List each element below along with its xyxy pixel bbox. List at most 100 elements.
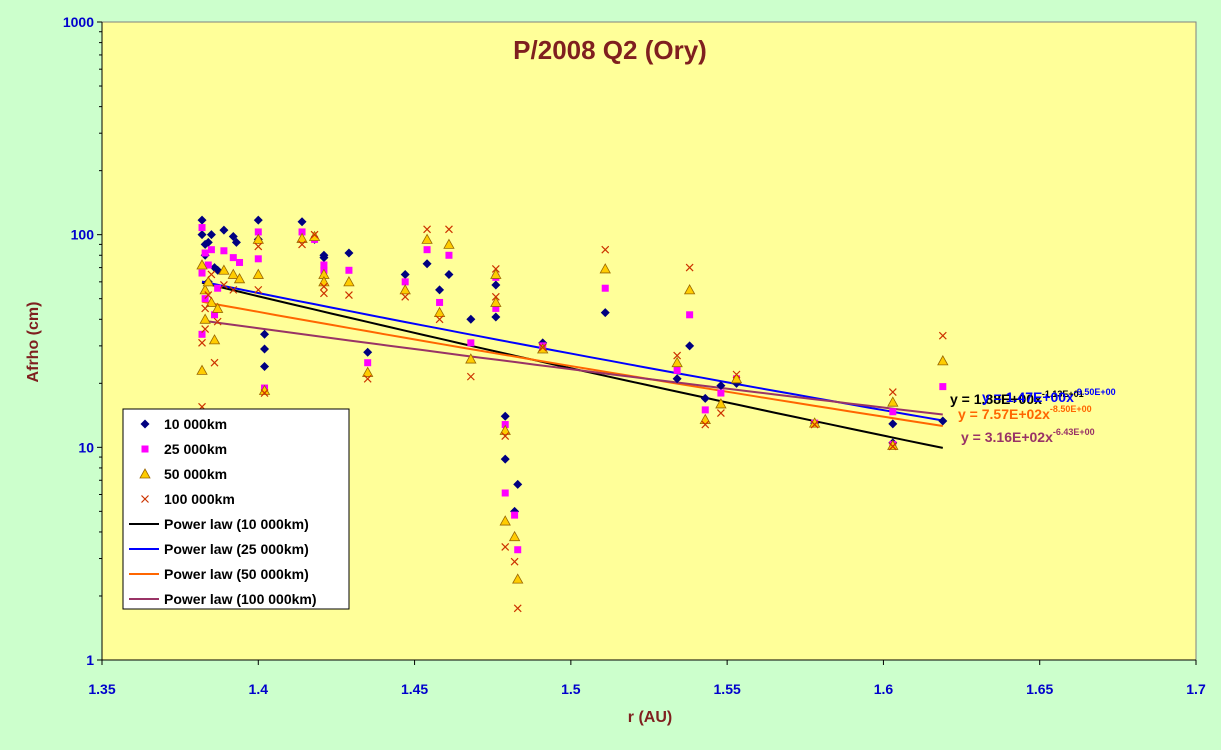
data-point: [501, 543, 510, 551]
data-point: [436, 298, 444, 306]
data-point: [320, 289, 328, 298]
fit-equation: y = 1.88E+00x-1.13E+01: [950, 389, 1084, 407]
data-point: [220, 247, 228, 255]
legend-label: Power law (100 000km): [164, 591, 317, 607]
data-point: [810, 420, 819, 429]
data-point: [196, 259, 208, 270]
data-point: [671, 356, 683, 368]
y-tick-label: 100: [71, 227, 95, 243]
fit-equation: y = 7.57E+02x-8.50E+00: [958, 404, 1092, 422]
data-point: [205, 296, 218, 307]
data-point: [252, 268, 264, 279]
data-point: [888, 442, 897, 451]
data-point: [260, 344, 270, 354]
data-point: [888, 419, 898, 429]
legend-label: 25 000km: [164, 441, 227, 457]
data-point: [254, 285, 263, 294]
data-point: [207, 270, 216, 279]
data-point: [201, 325, 210, 333]
data-point: [207, 246, 215, 254]
data-point: [401, 278, 409, 286]
legend-label: 10 000km: [164, 416, 227, 432]
data-point: [214, 284, 222, 292]
data-point: [467, 339, 475, 347]
data-point: [344, 248, 354, 258]
data-point: [219, 281, 228, 289]
data-point: [202, 276, 214, 287]
data-point: [939, 383, 947, 391]
x-tick-label: 1.35: [88, 681, 115, 697]
data-point: [466, 314, 476, 324]
data-point: [363, 374, 372, 383]
data-point: [201, 249, 209, 257]
data-point: [435, 315, 444, 324]
data-point: [423, 225, 431, 234]
data-point: [362, 366, 374, 377]
data-point: [218, 264, 230, 275]
data-point: [298, 228, 306, 236]
data-point: [717, 389, 725, 397]
data-point: [204, 291, 213, 299]
data-point: [260, 361, 270, 371]
data-point: [201, 304, 210, 313]
y-axis: 1 10 100 1000: [63, 14, 103, 668]
x-tick-label: 1.6: [874, 681, 894, 697]
data-point: [888, 388, 897, 396]
data-point: [732, 370, 741, 379]
data-point: [499, 515, 511, 526]
x-tick-label: 1.45: [401, 681, 428, 697]
data-point: [231, 237, 241, 247]
data-point: [203, 237, 213, 247]
data-point: [466, 372, 475, 381]
data-point: [197, 230, 207, 240]
x-tick-label: 1.7: [1186, 681, 1206, 697]
data-point: [491, 265, 500, 273]
data-point: [508, 530, 521, 542]
data-point: [538, 343, 547, 352]
data-point: [500, 454, 510, 464]
data-point: [715, 398, 727, 409]
y-tick-label: 10: [78, 439, 94, 455]
data-point: [673, 366, 681, 374]
data-point: [199, 284, 211, 295]
data-point: [208, 334, 221, 345]
fit-line: [201, 300, 943, 427]
data-point: [343, 276, 355, 287]
data-point: [937, 355, 949, 366]
legend-label: Power law (25 000km): [164, 541, 309, 557]
data-point: [730, 372, 743, 384]
legend-marker: [141, 445, 149, 453]
data-point: [320, 261, 328, 269]
data-point: [229, 254, 237, 262]
data-point: [491, 312, 501, 322]
data-point: [320, 282, 328, 291]
data-point: [254, 255, 262, 263]
data-point: [491, 292, 500, 301]
data-point: [233, 272, 246, 284]
fit-equations: y = 1.88E+00x-1.13E+01y = 1.47E+00x-9.50…: [950, 387, 1116, 445]
data-point: [433, 306, 446, 318]
data-point: [443, 238, 455, 249]
data-point: [400, 269, 410, 279]
data-point: [444, 269, 454, 279]
data-point: [364, 359, 372, 367]
data-point: [716, 409, 725, 417]
data-point: [501, 421, 509, 429]
data-point: [219, 225, 229, 235]
legend: 10 000km 25 000km 50 000km 100 000km Power l…: [122, 408, 350, 610]
x-tick-label: 1.65: [1026, 681, 1053, 697]
legend-box: [122, 408, 350, 610]
data-point: [401, 292, 410, 301]
data-point: [211, 302, 224, 313]
data-point: [310, 230, 319, 239]
data-point: [198, 330, 206, 338]
data-point: [297, 217, 307, 227]
data-point: [887, 396, 899, 407]
data-point: [672, 374, 682, 384]
data-point: [236, 258, 244, 266]
chart-title: P/2008 Q2 (Ory): [513, 35, 707, 65]
data-point: [213, 317, 222, 326]
legend-marker: [139, 468, 151, 479]
y-tick-label: 1: [86, 652, 94, 668]
